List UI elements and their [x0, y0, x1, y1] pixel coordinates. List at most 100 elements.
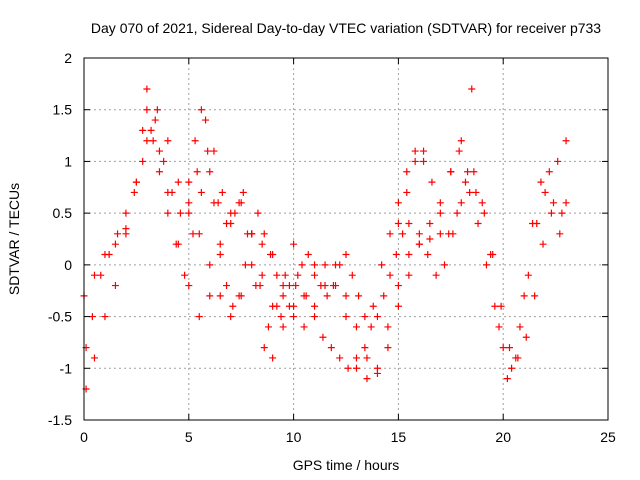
y-tick-label: -1 [60, 360, 73, 376]
data-point-track-6 [432, 271, 440, 279]
data-point-track-7 [514, 354, 522, 362]
data-point-track-1 [426, 235, 434, 243]
data-point-track-5 [478, 199, 486, 207]
data-point-track-7 [547, 209, 555, 217]
data-point-track-3 [185, 199, 193, 207]
data-point-track-1 [139, 126, 147, 134]
y-tick-label: -0.5 [48, 309, 72, 325]
data-point-track-7 [447, 168, 455, 176]
data-point-track-2 [206, 261, 214, 269]
data-point-track-1 [195, 313, 203, 321]
data-point-track-4 [254, 209, 262, 217]
data-point-track-6 [415, 230, 423, 238]
data-point-track-8 [181, 271, 189, 279]
y-tick-label: 1.5 [53, 102, 73, 118]
data-point-track-6 [441, 261, 449, 269]
data-point-track-3 [176, 209, 184, 217]
data-point-track-2 [426, 219, 434, 227]
data-point-track-4 [185, 178, 193, 186]
data-point-track-4 [204, 147, 212, 155]
data-point-track-3 [386, 230, 394, 238]
data-point-track-3 [411, 147, 419, 155]
data-point-track-4 [342, 251, 350, 259]
data-point-track-1 [342, 313, 350, 321]
data-point-track-2 [122, 230, 130, 238]
data-point-track-4 [329, 282, 337, 290]
data-point-track-2 [352, 323, 360, 331]
data-point-track-4 [399, 230, 407, 238]
data-point-track-5 [562, 137, 570, 145]
data-point-track-3 [378, 261, 386, 269]
data-point-track-8 [239, 188, 247, 196]
data-point-track-3 [277, 313, 285, 321]
x-tick-label: 5 [185, 429, 193, 445]
data-point-track-8 [248, 230, 256, 238]
data-point-track-3 [420, 157, 428, 165]
data-point-track-7 [464, 168, 472, 176]
data-point-track-5 [461, 178, 469, 186]
data-point-track-6 [516, 323, 524, 331]
data-point-track-4 [373, 313, 381, 321]
data-point-track-2 [248, 261, 256, 269]
data-point-track-6 [424, 251, 432, 259]
data-point-track-7 [480, 209, 488, 217]
data-point-track-3 [311, 313, 319, 321]
data-point-track-7 [522, 333, 530, 341]
data-point-track-1 [290, 313, 298, 321]
data-point-track-5 [470, 168, 478, 176]
data-point-track-5 [411, 157, 419, 165]
data-point-track-3 [143, 85, 151, 93]
data-point-track-2 [153, 106, 161, 114]
data-point-track-6 [508, 364, 516, 372]
data-point-track-8 [88, 313, 96, 321]
data-point-track-5 [520, 292, 528, 300]
data-point-track-6 [533, 219, 541, 227]
data-point-track-3 [193, 168, 201, 176]
data-point-track-5 [428, 178, 436, 186]
data-point-track-1 [352, 354, 360, 362]
data-point-track-2 [111, 282, 119, 290]
data-point-track-8 [231, 209, 239, 217]
data-point-track-4 [336, 261, 344, 269]
data-point-track-7 [489, 251, 497, 259]
data-point-track-6 [550, 199, 558, 207]
data-point-track-8 [273, 302, 281, 310]
data-point-track-3 [151, 116, 159, 124]
data-point-track-4 [380, 292, 388, 300]
data-point-track-8 [164, 188, 172, 196]
y-tick-label: 0.5 [53, 205, 73, 221]
data-point-track-3 [210, 147, 218, 155]
data-point-track-3 [269, 354, 277, 362]
data-point-track-4 [323, 292, 331, 300]
data-point-track-5 [436, 209, 444, 217]
data-point-track-1 [149, 137, 157, 145]
data-point-track-2 [143, 137, 151, 145]
data-point-track-4 [405, 219, 413, 227]
data-point-track-1 [394, 282, 402, 290]
data-point-track-2 [132, 178, 140, 186]
data-point-track-1 [258, 271, 266, 279]
data-point-track-1 [436, 230, 444, 238]
data-point-track-1 [216, 251, 224, 259]
data-point-track-4 [317, 282, 325, 290]
data-point-track-7 [455, 147, 463, 155]
data-point-track-4 [223, 282, 231, 290]
data-point-track-4 [285, 302, 293, 310]
data-point-track-1 [405, 251, 413, 259]
data-point-track-4 [367, 323, 375, 331]
data-point-track-8 [281, 271, 289, 279]
data-point-track-4 [292, 282, 300, 290]
data-point-track-2 [279, 282, 287, 290]
axis-ticks: 0 5 10 15 20 25 -1.5 -1 -0.5 0 0.5 1 1.5 2 [48, 50, 616, 445]
y-tick-label: 1 [64, 153, 72, 169]
data-point-track-2 [468, 85, 476, 93]
data-point-track-7 [556, 230, 564, 238]
x-tick-label: 10 [286, 429, 302, 445]
data-point-track-2 [436, 199, 444, 207]
data-point-track-2 [216, 292, 224, 300]
data-point-track-1 [143, 106, 151, 114]
data-point-track-3 [218, 188, 226, 196]
data-point-track-6 [449, 230, 457, 238]
data-point-track-8 [214, 199, 222, 207]
data-point-track-4 [311, 261, 319, 269]
